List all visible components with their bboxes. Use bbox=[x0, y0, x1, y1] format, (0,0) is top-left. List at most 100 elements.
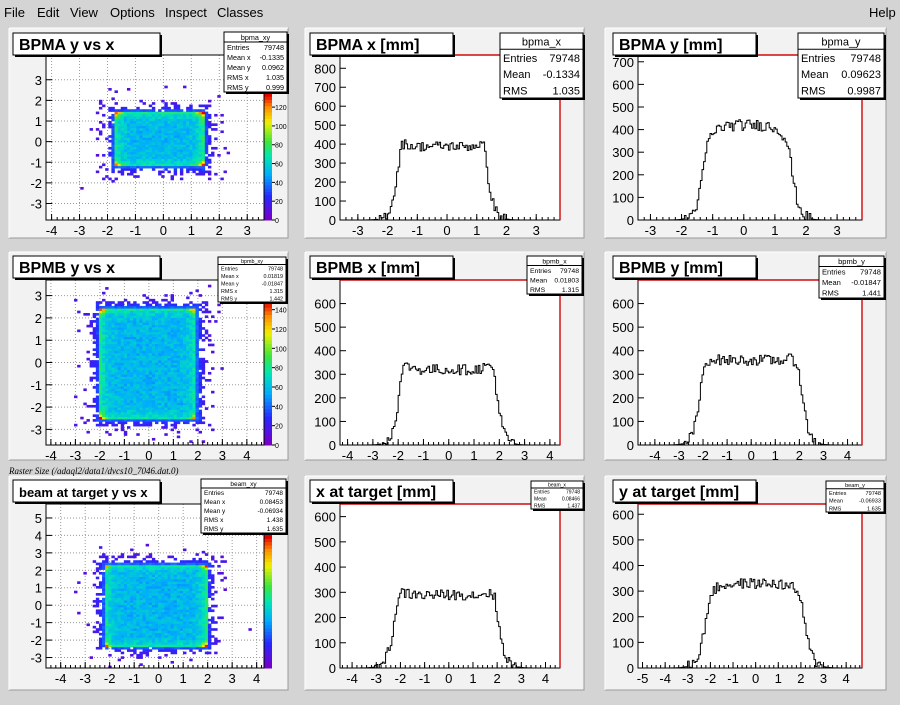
pad-title: BPMA y [mm] bbox=[619, 37, 722, 54]
hist2d-cell bbox=[208, 334, 211, 337]
hist2d-cell bbox=[102, 572, 105, 575]
hist2d-cell bbox=[111, 598, 114, 601]
hist2d-cell bbox=[174, 166, 177, 169]
hist2d-cell bbox=[192, 171, 195, 174]
hist2d-cell bbox=[155, 351, 158, 354]
palette-band bbox=[264, 376, 272, 380]
hist2d-cell bbox=[115, 616, 118, 619]
hist2d-cell bbox=[167, 311, 170, 314]
hist2d-cell bbox=[161, 315, 164, 318]
hist2d-cell bbox=[115, 166, 118, 169]
hist2d-cell bbox=[149, 419, 152, 422]
menu-view[interactable]: View bbox=[70, 5, 98, 20]
hist2d-cell bbox=[149, 130, 152, 133]
hist2d-cell bbox=[174, 626, 177, 629]
hist2d-cell bbox=[96, 593, 99, 596]
hist2d-cell bbox=[161, 107, 164, 110]
hist2d-cell bbox=[133, 410, 136, 413]
hist2d-cell bbox=[158, 628, 161, 631]
hist2d-cell bbox=[199, 173, 202, 176]
hist2d-cell bbox=[124, 433, 127, 436]
hist2d-cell bbox=[158, 114, 161, 117]
hist2d-cell bbox=[139, 393, 142, 396]
hist2d-cell bbox=[155, 640, 158, 643]
hist2d-cell bbox=[127, 126, 130, 129]
menu-file[interactable]: File bbox=[4, 5, 25, 20]
hist2d-cell bbox=[192, 563, 195, 566]
hist2d-cell bbox=[127, 377, 130, 380]
hist2d-cell bbox=[164, 116, 167, 119]
hist2d-cell bbox=[86, 358, 89, 361]
menu-edit[interactable]: Edit bbox=[37, 5, 59, 20]
hist2d-cell bbox=[205, 631, 208, 634]
hist2d-cell bbox=[86, 431, 89, 434]
hist2d-cell bbox=[186, 398, 189, 401]
hist2d-cell bbox=[86, 419, 89, 422]
hist2d-cell bbox=[177, 631, 180, 634]
hist2d-cell bbox=[195, 145, 198, 148]
hist2d-cell bbox=[127, 337, 130, 340]
menu-help[interactable]: Help bbox=[869, 5, 896, 20]
hist2d-cell bbox=[133, 133, 136, 136]
hist2d-cell bbox=[192, 318, 195, 321]
hist2d-cell bbox=[177, 563, 180, 566]
hist2d-cell bbox=[174, 619, 177, 622]
hist2d-cell bbox=[192, 133, 195, 136]
menu-inspect[interactable]: Inspect bbox=[165, 5, 207, 20]
hist2d-cell bbox=[167, 133, 170, 136]
hist2d-cell bbox=[152, 598, 155, 601]
hist2d-cell bbox=[167, 351, 170, 354]
hist2d-cell bbox=[152, 341, 155, 344]
palette-band bbox=[264, 347, 272, 351]
hist2d-cell bbox=[146, 152, 149, 155]
menu-classes[interactable]: Classes bbox=[217, 5, 263, 20]
hist2d-cell bbox=[139, 367, 142, 370]
x-tick-label: -3 bbox=[673, 448, 685, 463]
hist2d-cell bbox=[108, 121, 111, 124]
hist2d-cell bbox=[211, 605, 214, 608]
hist2d-cell bbox=[186, 334, 189, 337]
hist2d-cell bbox=[149, 570, 152, 573]
hist2d-cell bbox=[102, 344, 105, 347]
hist2d-cell bbox=[108, 178, 111, 181]
hist2d-cell bbox=[167, 628, 170, 631]
hist2d-cell bbox=[127, 121, 130, 124]
hist2d-cell bbox=[139, 631, 142, 634]
hist2d-cell bbox=[189, 121, 192, 124]
hist2d-cell bbox=[96, 370, 99, 373]
hist2d-cell bbox=[133, 374, 136, 377]
hist2d-cell bbox=[111, 327, 114, 330]
menu-options[interactable]: Options bbox=[110, 5, 155, 20]
hist2d-cell bbox=[202, 551, 205, 554]
hist2d-cell bbox=[164, 419, 167, 422]
hist2d-cell bbox=[180, 616, 183, 619]
hist2d-cell bbox=[174, 633, 177, 636]
hist2d-cell bbox=[111, 363, 114, 366]
hist2d-cell bbox=[146, 156, 149, 159]
hist2d-cell bbox=[208, 642, 211, 645]
hist2d-cell bbox=[108, 140, 111, 143]
hist2d-cell bbox=[152, 348, 155, 351]
hist2d-cell bbox=[202, 645, 205, 648]
hist2d-cell bbox=[130, 142, 133, 145]
hist2d-cell bbox=[133, 584, 136, 587]
hist2d-cell bbox=[161, 403, 164, 406]
hist2d-cell bbox=[167, 301, 170, 304]
hist2d-cell bbox=[174, 621, 177, 624]
hist2d-cell bbox=[177, 436, 180, 439]
